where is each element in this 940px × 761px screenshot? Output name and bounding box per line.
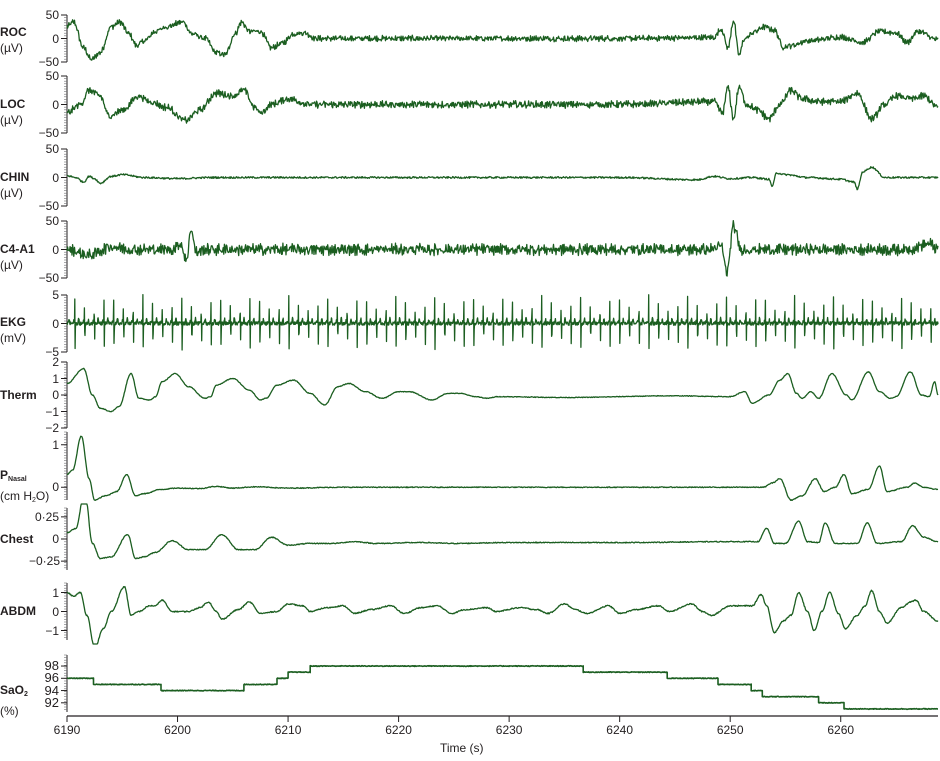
x-tick-label: 6240 — [606, 723, 633, 737]
y-tick-label-sao2: 92 — [44, 694, 59, 710]
x-axis-title: Time (s) — [440, 741, 484, 755]
y-tick-label-roc: −50 — [38, 55, 59, 69]
y-tick-label-loc: 50 — [45, 69, 59, 83]
y-tick-label-ekg: 5 — [52, 288, 59, 302]
x-tick-label: 6220 — [385, 723, 412, 737]
y-tick-label-c4a1: 50 — [45, 214, 59, 228]
y-tick-label-roc: 50 — [45, 8, 59, 22]
y-tick-label-pnasal: 1 — [52, 437, 59, 452]
y-tick-label-chest: 0·25 — [34, 509, 59, 524]
y-tick-label-ekg: −5 — [45, 345, 59, 359]
y-tick-label-therm: −2 — [45, 421, 59, 435]
trace-therm — [66, 367, 939, 413]
y-tick-label-chest: 0 — [52, 532, 59, 546]
y-tick-label-therm: 0 — [52, 388, 59, 402]
y-tick-label-therm: 2 — [52, 355, 59, 369]
y-tick-label-therm: 1 — [52, 371, 59, 386]
y-tick-label-abdm: 1 — [52, 585, 59, 600]
x-tick-label: 6190 — [53, 723, 81, 737]
trace-pnasal — [66, 435, 939, 502]
trace-c4a1 — [66, 219, 939, 277]
y-tick-label-sao2: 94 — [44, 682, 59, 698]
y-tick-label-sao2: 96 — [44, 670, 59, 686]
channel-label-roc: ROC (µV) — [0, 25, 27, 55]
channel-label-chest: Chest — [0, 532, 34, 546]
x-tick-label: 6210 — [274, 723, 302, 737]
y-tick-label-chin: 50 — [45, 142, 59, 156]
trace-ekg — [66, 293, 939, 351]
y-tick-label-chin: −50 — [38, 199, 59, 213]
channel-label-c4a1: C4-A1 (µV) — [0, 242, 35, 272]
y-tick-label-chin: 0 — [52, 170, 59, 185]
y-tick-label-chest: −0·25 — [29, 554, 61, 569]
x-tick-label: 6230 — [495, 723, 523, 737]
y-tick-label-c4a1: −50 — [38, 271, 59, 285]
y-tick-label-abdm: −1 — [45, 623, 59, 638]
channel-label-therm: Therm — [0, 388, 37, 402]
axes-layer — [61, 14, 938, 722]
channel-label-sao2: SaO2 (%) — [0, 683, 28, 718]
channel-label-abdm: ABDM — [0, 604, 36, 618]
traces-layer — [66, 19, 939, 711]
trace-sao2 — [66, 664, 939, 711]
y-tick-label-loc: 0 — [52, 97, 59, 112]
x-tick-label: 6260 — [827, 723, 855, 737]
y-tick-label-roc: 0 — [52, 31, 59, 46]
channel-label-pnasal: PNasal (cm H2O) — [0, 468, 50, 504]
y-tick-label-abdm: 0 — [52, 604, 59, 619]
x-tick-label: 6250 — [716, 723, 744, 737]
channel-label-ekg: EKG (mV) — [0, 315, 27, 345]
y-tick-label-loc: −50 — [38, 126, 59, 140]
channel-label-loc: LOC (µV) — [0, 97, 26, 127]
y-tick-label-ekg: 0 — [52, 316, 59, 331]
channel-label-chin: CHIN (µV) — [0, 170, 30, 200]
trace-roc — [66, 19, 939, 61]
y-tick-label-pnasal: 0 — [52, 480, 59, 495]
trace-abdm — [66, 585, 939, 645]
y-tick-label-therm: −1 — [45, 404, 59, 419]
y-tick-label-sao2: 98 — [44, 658, 59, 674]
trace-chest — [66, 503, 939, 560]
x-tick-label: 6200 — [164, 723, 191, 737]
y-tick-label-c4a1: 0 — [52, 242, 59, 257]
trace-loc — [66, 84, 939, 124]
trace-chin — [66, 166, 939, 191]
